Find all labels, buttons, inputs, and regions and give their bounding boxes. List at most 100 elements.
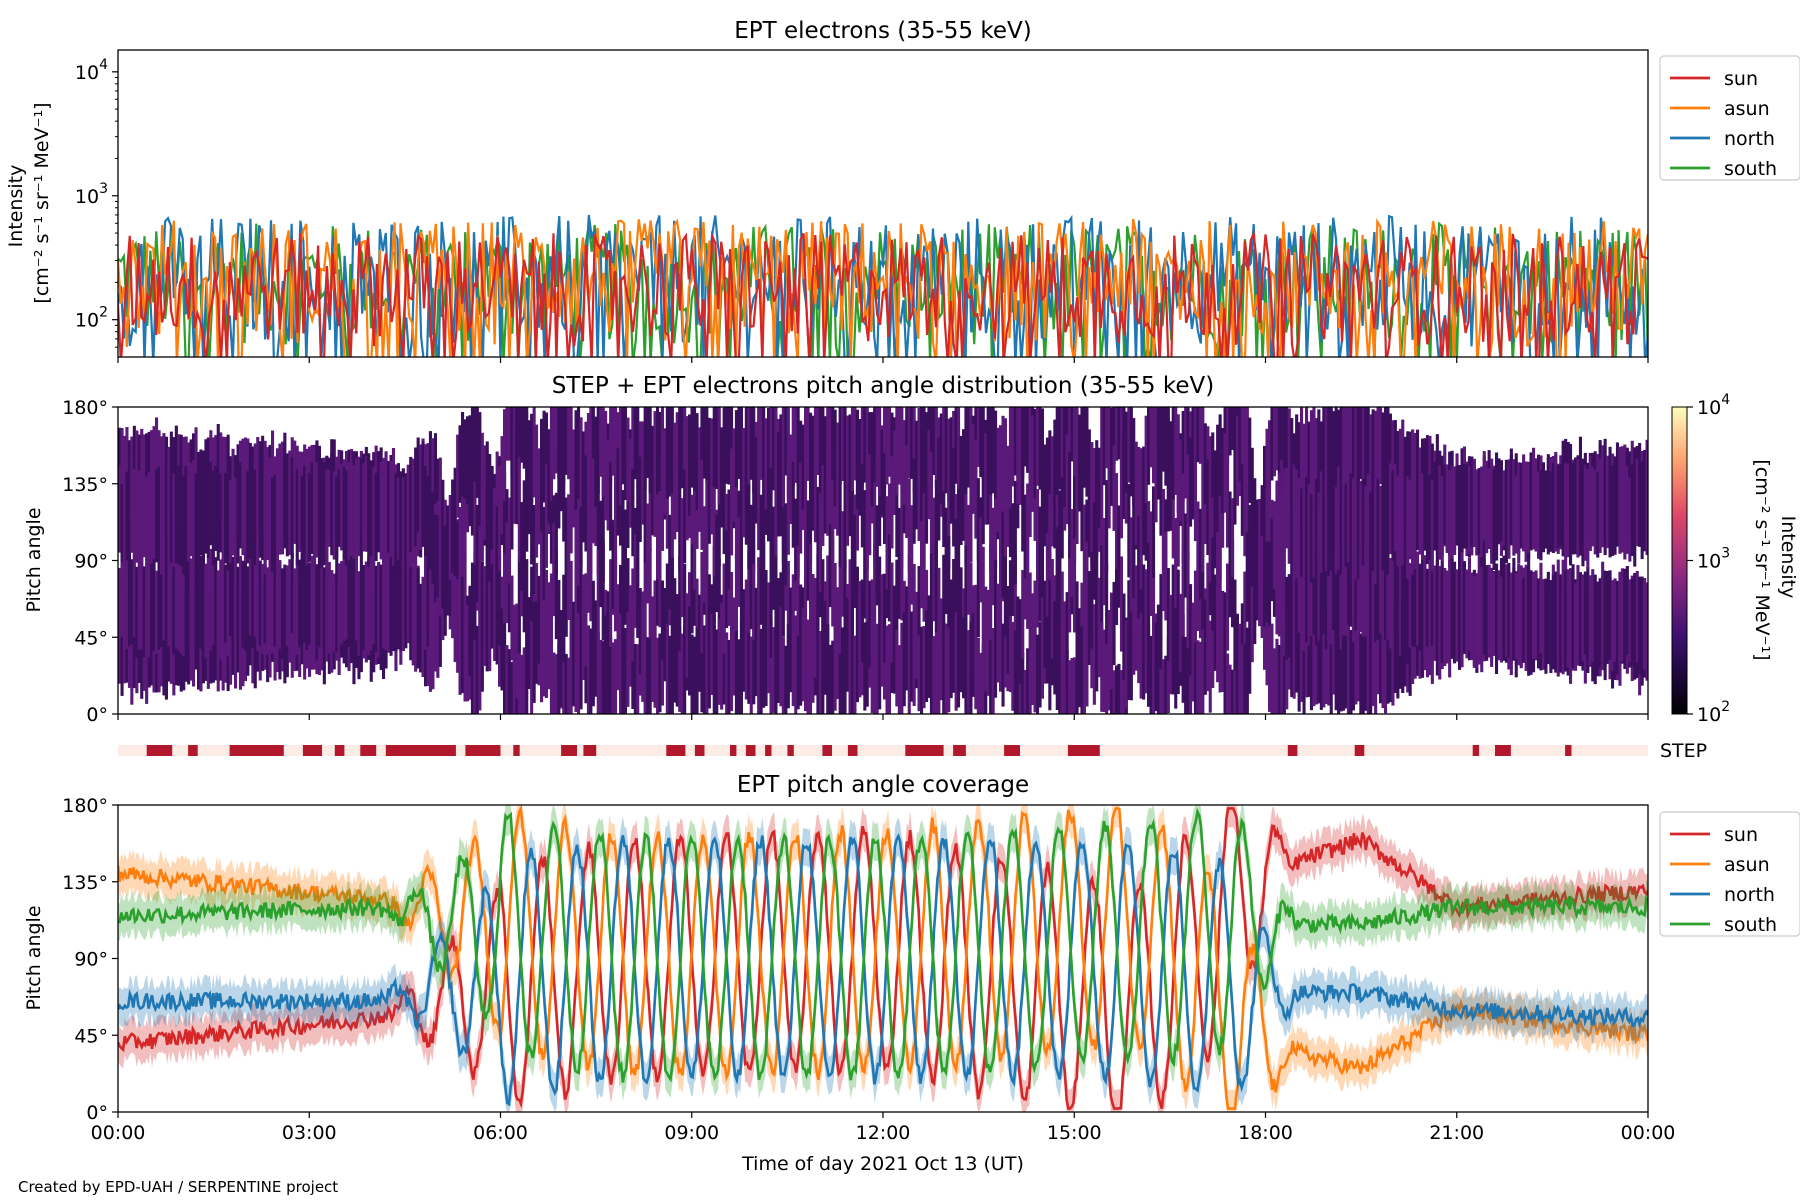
pad-cell xyxy=(1438,465,1442,560)
pad-cell xyxy=(147,472,151,560)
pad-cell xyxy=(1080,459,1084,552)
pad-cell xyxy=(789,435,793,525)
pad-cell xyxy=(532,407,536,498)
pad-cell xyxy=(823,600,827,695)
pad-cell xyxy=(1344,483,1348,567)
pad-cell xyxy=(678,473,682,572)
pad-cell xyxy=(562,638,566,714)
pad-cell xyxy=(280,568,284,659)
pad-cell xyxy=(971,613,975,697)
pad-cell xyxy=(1413,433,1417,532)
pad-cell xyxy=(1280,459,1284,560)
pad-cell xyxy=(1346,407,1350,490)
pad-cell xyxy=(1043,580,1047,669)
pad-cell xyxy=(999,425,1003,527)
pad-cell xyxy=(1598,578,1602,669)
pad-cell xyxy=(693,636,697,714)
pad-cell xyxy=(1386,407,1390,505)
pad-cell xyxy=(209,548,213,651)
pad-cell xyxy=(757,557,761,657)
pitch-y-tick-label: 90° xyxy=(74,949,108,971)
pad-cell xyxy=(855,609,859,703)
pad-cell xyxy=(532,601,536,703)
pad-cell xyxy=(1319,421,1323,509)
pad-cell xyxy=(428,431,432,523)
pad-cell xyxy=(411,579,415,666)
pad-cell xyxy=(1021,452,1025,552)
pad-cell xyxy=(475,504,479,603)
pad-cell xyxy=(1063,601,1067,706)
pad-cell xyxy=(315,462,319,558)
pad-cell xyxy=(994,559,998,658)
pad-cell xyxy=(1008,615,1012,693)
pad-cell xyxy=(633,407,637,480)
pad-cell xyxy=(591,458,595,544)
pad-cell xyxy=(1260,536,1264,618)
pad-cell xyxy=(184,557,188,651)
pad-cell xyxy=(1297,478,1301,573)
pitch-y-tick-label: 0° xyxy=(86,1102,108,1124)
pad-cell xyxy=(155,570,159,654)
pad-cell xyxy=(1381,611,1385,709)
pad-cell xyxy=(974,584,978,675)
pad-cell xyxy=(300,556,304,644)
pad-cell xyxy=(843,481,847,571)
pad-cell xyxy=(194,545,198,639)
pad-cell xyxy=(1087,429,1091,517)
pad-cell xyxy=(1319,542,1323,647)
pad-cell xyxy=(478,412,482,506)
legend-label-asun: asun xyxy=(1724,98,1770,120)
pad-cell xyxy=(937,567,941,674)
pad-cell xyxy=(846,598,850,692)
step-segment xyxy=(666,745,686,756)
pad-cell xyxy=(1213,577,1217,671)
pad-cell xyxy=(557,643,561,714)
pad-cell xyxy=(574,473,578,560)
pad-cell xyxy=(426,548,430,648)
pad-cell xyxy=(549,633,553,714)
pad-cell xyxy=(187,477,191,562)
pad-cell xyxy=(461,608,465,694)
pad-cell xyxy=(1287,574,1291,658)
pad-cell xyxy=(1384,407,1388,489)
pad-cell xyxy=(470,624,474,714)
pad-cell xyxy=(757,462,761,551)
pad-cell xyxy=(695,413,699,511)
pad-cell xyxy=(1050,443,1054,547)
pad-cell xyxy=(1635,458,1639,547)
pad-cell xyxy=(1354,481,1358,580)
pad-cell xyxy=(833,563,837,650)
pad-cell xyxy=(261,563,265,654)
pad-cell xyxy=(337,469,341,547)
pad-cell xyxy=(1314,604,1318,705)
pad-cell xyxy=(1576,565,1580,654)
pad-cell xyxy=(1334,407,1338,493)
pad-cell xyxy=(1068,407,1072,457)
pad-cell xyxy=(280,457,284,555)
step-segment xyxy=(765,745,772,756)
pad-cell xyxy=(1208,497,1212,583)
pad-cell xyxy=(1196,407,1200,463)
pad-cell xyxy=(1171,606,1175,695)
pad-cell xyxy=(1384,473,1388,556)
pad-cell xyxy=(1522,578,1526,663)
pad-cell xyxy=(1070,658,1074,714)
pad-cell xyxy=(606,591,610,694)
pad-cell xyxy=(1152,572,1156,655)
pad-cell xyxy=(1013,480,1017,585)
pad-cell xyxy=(1082,504,1086,590)
pad-cell xyxy=(656,494,660,580)
pad-cell xyxy=(670,480,674,581)
pad-cell xyxy=(1628,477,1632,562)
pad-cell xyxy=(1233,658,1237,714)
pad-cell xyxy=(1016,625,1020,714)
pad-cell xyxy=(656,535,660,626)
pad-cell xyxy=(702,625,706,714)
intensity-y-tick-label: 104 xyxy=(75,57,108,84)
pad-cell xyxy=(1497,458,1501,545)
pad-cell xyxy=(520,407,524,463)
pad-cell xyxy=(1300,407,1304,506)
pad-cell xyxy=(574,555,578,643)
pad-cell xyxy=(873,465,877,563)
